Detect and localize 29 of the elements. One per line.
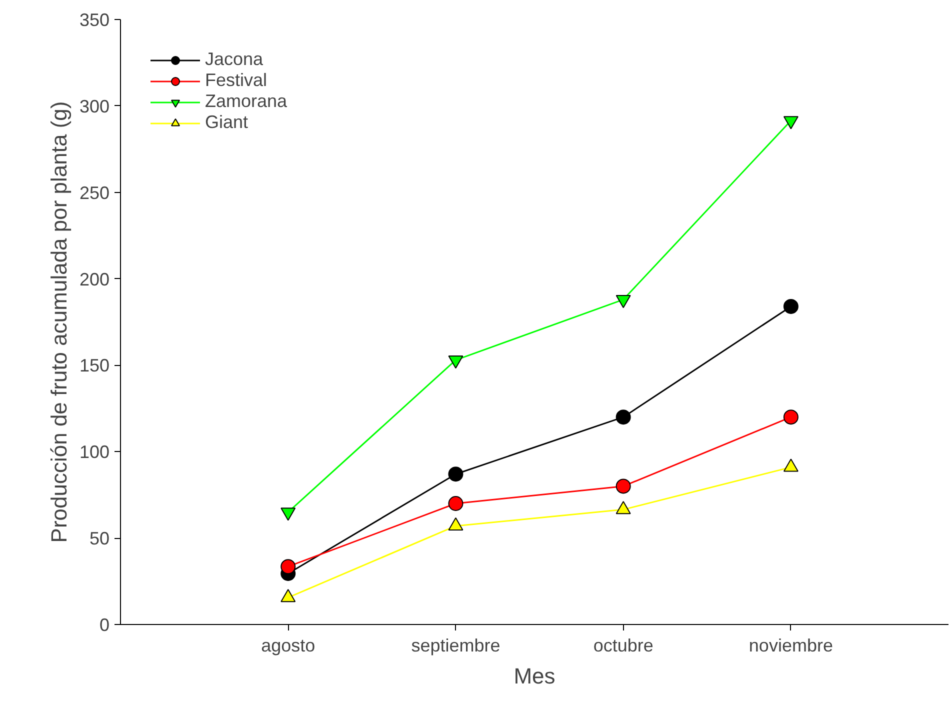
point	[280, 559, 296, 574]
y-tick-label: 150	[79, 356, 110, 376]
point	[280, 588, 296, 602]
legend-label: Jacona	[205, 49, 264, 70]
y-tick-label: 250	[79, 182, 110, 203]
point	[783, 410, 798, 425]
x-tick-label: octubre	[593, 636, 654, 656]
legend-label: Giant	[205, 112, 248, 133]
legend-label: Festival	[205, 70, 268, 91]
x-tick-label: agosto	[261, 636, 316, 656]
point	[448, 466, 464, 482]
point	[448, 355, 464, 369]
x-axis-title: Mes	[514, 664, 556, 688]
y-tick-label: 0	[99, 615, 110, 635]
y-tick-label: 300	[79, 96, 110, 116]
legend-label: Zamorana	[205, 91, 288, 112]
point	[616, 410, 631, 425]
y-tick-label: 100	[79, 442, 110, 462]
point	[783, 298, 798, 314]
x-tick-label: noviembre	[748, 636, 833, 656]
x-tick-label: septiembre	[411, 636, 500, 656]
y-tick-label: 350	[79, 10, 110, 30]
y-tick-label: 200	[79, 269, 110, 290]
point	[783, 116, 798, 130]
point	[448, 496, 464, 511]
y-tick-label: 50	[89, 528, 110, 549]
point	[616, 478, 631, 494]
y-axis-title: Producción de fruto acumulada por planta (g)	[46, 101, 72, 543]
point	[616, 294, 631, 308]
